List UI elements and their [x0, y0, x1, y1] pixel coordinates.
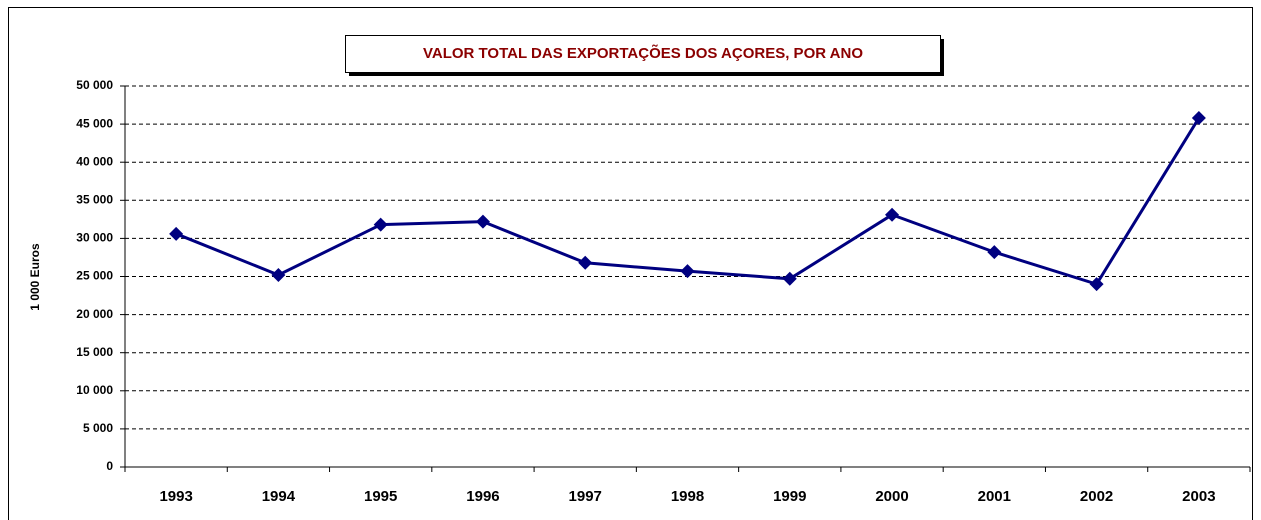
marker	[271, 267, 286, 282]
y-tick-label: 40 000	[76, 154, 113, 168]
x-tick-label: 1993	[159, 488, 192, 505]
y-tick-label: 25 000	[76, 269, 113, 283]
x-tick-label: 2003	[1182, 488, 1215, 505]
marker	[680, 264, 695, 279]
y-tick-label: 35 000	[76, 192, 113, 206]
marker	[1089, 277, 1104, 292]
x-tick-label: 1998	[671, 488, 704, 505]
marker	[475, 214, 490, 229]
x-tick-label: 1999	[773, 488, 806, 505]
y-tick-label: 0	[106, 459, 113, 473]
marker	[169, 226, 184, 241]
y-tick-label: 15 000	[76, 345, 113, 359]
x-tick-label: 2002	[1080, 488, 1113, 505]
y-axis-label: 1 000 Euros	[28, 243, 42, 311]
chart-border	[8, 7, 1253, 520]
y-tick-label: 5 000	[83, 421, 113, 435]
y-tick-label: 10 000	[76, 383, 113, 397]
x-tick-label: 1994	[262, 488, 296, 505]
marker	[782, 271, 797, 286]
marker	[885, 207, 900, 222]
y-tick-label: 50 000	[76, 78, 113, 92]
marker	[987, 245, 1002, 260]
x-tick-label: 1995	[364, 488, 397, 505]
chart-title: VALOR TOTAL DAS EXPORTAÇÕES DOS AÇORES, …	[423, 44, 863, 62]
marker	[578, 255, 593, 270]
x-tick-label: 2001	[978, 488, 1011, 505]
y-tick-label: 45 000	[76, 116, 113, 130]
y-tick-label: 30 000	[76, 231, 113, 245]
x-tick-label: 2000	[875, 488, 908, 505]
x-tick-label: 1996	[466, 488, 499, 505]
marker	[1191, 111, 1206, 126]
title-box	[345, 35, 941, 73]
x-tick-label: 1997	[569, 488, 602, 505]
marker	[373, 217, 388, 232]
y-tick-label: 20 000	[76, 307, 113, 321]
